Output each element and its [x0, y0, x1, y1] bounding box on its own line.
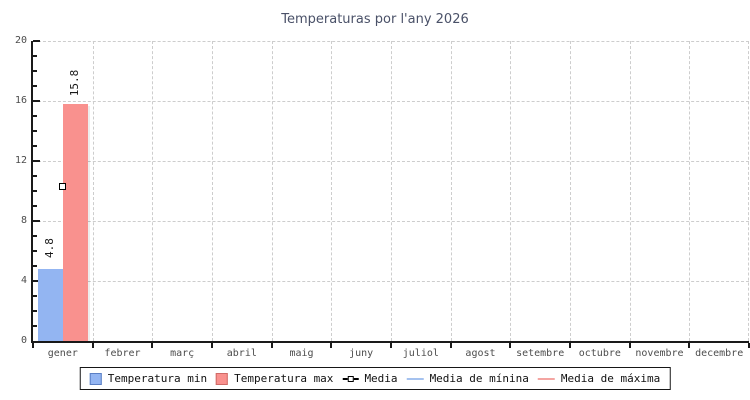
x-gridline [630, 41, 631, 341]
y-minor-tick [33, 250, 37, 252]
x-tick-label: març [170, 348, 195, 359]
y-minor-tick [33, 190, 37, 192]
x-tick [271, 343, 273, 348]
x-tick [92, 343, 94, 348]
legend-swatch-max [216, 372, 229, 385]
legend-label-temperatura-min: Temperatura min [107, 372, 208, 385]
y-minor-tick [33, 235, 37, 237]
y-tick-label: 16 [14, 95, 27, 106]
x-tick [629, 343, 631, 348]
x-gridline [451, 41, 452, 341]
x-tick [569, 343, 571, 348]
legend-label-media: Media [364, 372, 398, 385]
x-tick-label: decembre [695, 348, 744, 359]
x-tick [211, 343, 213, 348]
x-tick [509, 343, 511, 348]
chart-title: Temperaturas por l'any 2026 [281, 12, 469, 27]
x-gridline [510, 41, 511, 341]
x-tick [688, 343, 690, 348]
legend-item-temperatura-min: Temperatura min [89, 372, 208, 385]
y-major-tick [33, 40, 40, 42]
x-gridline [93, 41, 94, 341]
bar-value-label: 15.8 [68, 69, 82, 97]
y-tick-label: 8 [20, 215, 27, 226]
x-gridline [689, 41, 690, 341]
y-minor-tick [33, 265, 37, 267]
y-minor-tick [33, 115, 37, 117]
legend: Temperatura min Temperatura max Media Me… [79, 367, 671, 390]
x-gridline [212, 41, 213, 341]
y-axis-line [31, 41, 33, 343]
legend-swatch-media-maxima-line [537, 377, 555, 380]
x-tick-label: gener [47, 348, 78, 359]
legend-item-media: Media [342, 372, 398, 385]
y-minor-tick [33, 295, 37, 297]
legend-item-media-maxima: Media de máxima [537, 372, 661, 385]
y-minor-tick [33, 145, 37, 147]
y-minor-tick [33, 55, 37, 57]
x-gridline [152, 41, 153, 341]
bar-temperatura-min[interactable] [37, 269, 63, 341]
x-tick [330, 343, 332, 348]
legend-swatch-min [89, 372, 102, 385]
x-tick [32, 343, 34, 348]
x-tick-label: novembre [635, 348, 684, 359]
x-tick-label: juliol [402, 348, 439, 359]
y-minor-tick [33, 130, 37, 132]
y-major-tick [33, 160, 40, 162]
legend-label-media-maxima: Media de máxima [560, 372, 661, 385]
x-gridline [331, 41, 332, 341]
x-tick [450, 343, 452, 348]
y-minor-tick [33, 205, 37, 207]
x-tick-label: febrer [104, 348, 141, 359]
bar-temperatura-max[interactable] [62, 104, 88, 341]
y-minor-tick [33, 70, 37, 72]
x-tick [151, 343, 153, 348]
legend-label-media-minima: Media de mínina [429, 372, 529, 385]
x-gridline [748, 41, 749, 341]
y-minor-tick [33, 175, 37, 177]
x-tick-label: maig [289, 348, 314, 359]
media-point-marker[interactable] [58, 182, 66, 190]
y-tick-label: 4 [20, 275, 27, 286]
y-minor-tick [33, 85, 37, 87]
bar-value-label: 4.8 [43, 238, 57, 258]
legend-label-temperatura-max: Temperatura max [234, 372, 334, 385]
y-major-tick [33, 100, 40, 102]
x-tick [748, 343, 750, 348]
y-tick-label: 20 [14, 35, 27, 46]
plot-area: 0 4 8 12 16 20 gener febrer març abril maig juny jul… [15, 35, 750, 359]
x-tick-label: agost [465, 348, 496, 359]
y-minor-tick [33, 310, 37, 312]
y-major-tick [33, 280, 40, 282]
legend-swatch-media-minima-line [406, 377, 424, 380]
y-major-tick [33, 220, 40, 222]
x-tick-label: juny [349, 348, 374, 359]
y-minor-tick [33, 325, 37, 327]
square-marker-icon [347, 375, 354, 382]
x-tick-label: setembre [516, 348, 565, 359]
x-gridline [570, 41, 571, 341]
x-gridline [391, 41, 392, 341]
x-tick-label: abril [226, 348, 257, 359]
y-tick-label: 12 [14, 155, 27, 166]
legend-item-temperatura-max: Temperatura max [216, 372, 333, 385]
x-axis-line [31, 341, 749, 343]
legend-swatch-media-marker [342, 373, 359, 385]
legend-item-media-minima: Media de mínina [406, 372, 529, 385]
y-tick-label: 0 [20, 335, 27, 346]
x-gridline [272, 41, 273, 341]
x-tick [390, 343, 392, 348]
x-tick-label: octubre [578, 348, 621, 359]
